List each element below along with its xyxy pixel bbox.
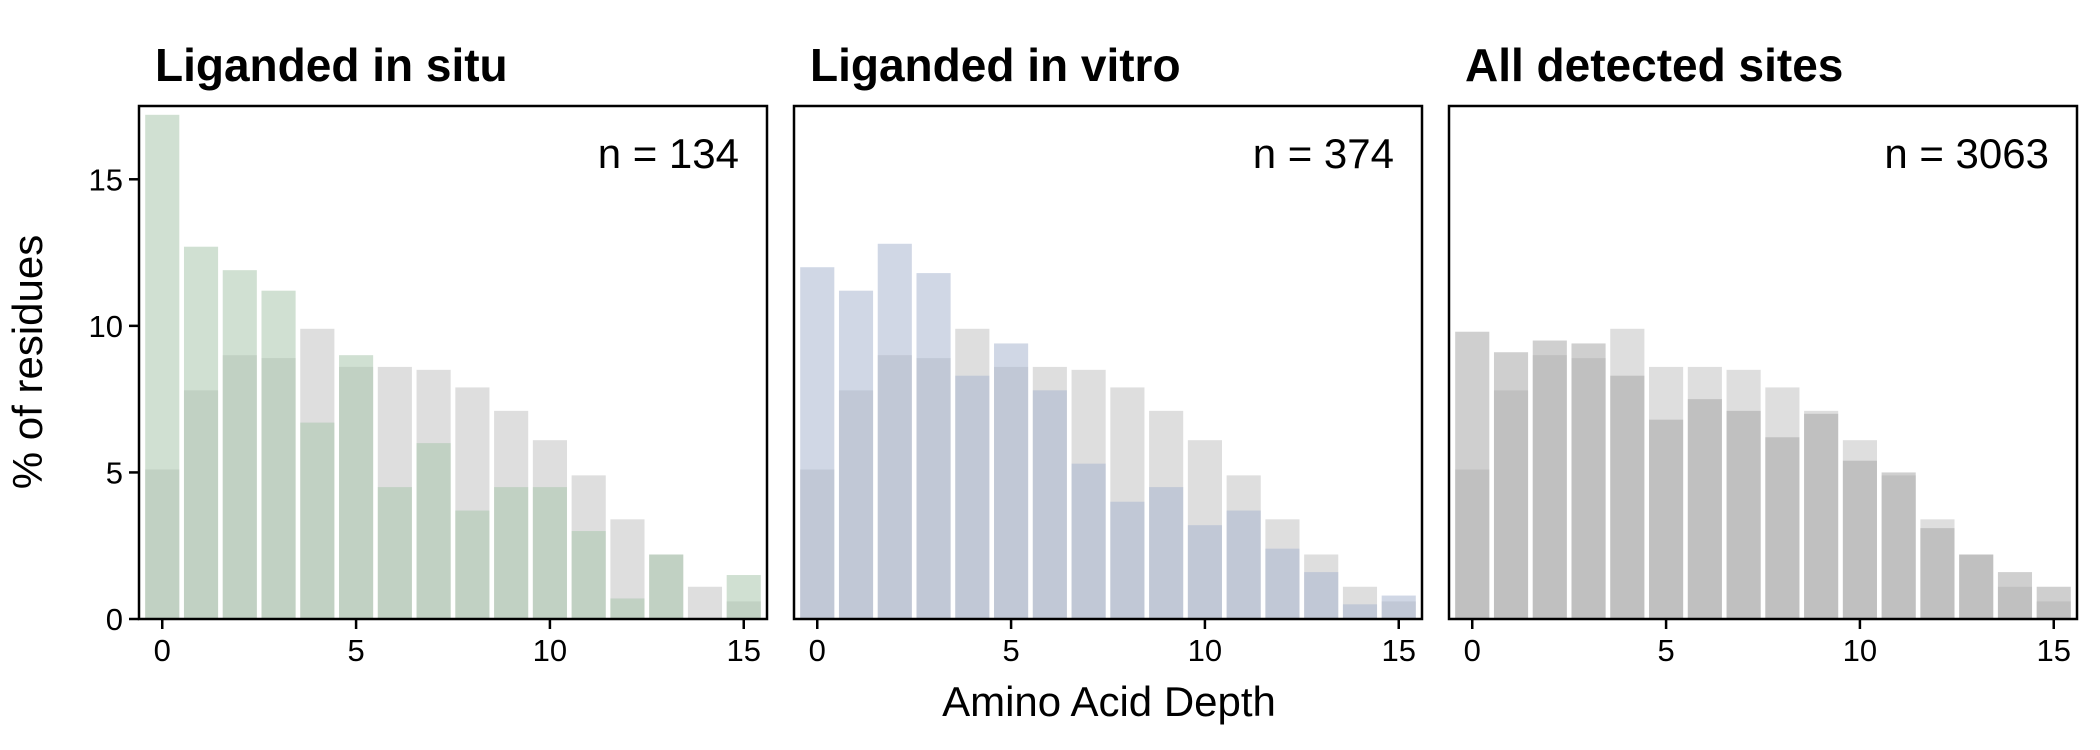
bar-series-2 (1455, 331, 2071, 619)
bar-series-2 (145, 114, 761, 620)
bar (571, 531, 606, 619)
bar (877, 243, 912, 619)
x-tick-label: 15 (2036, 633, 2070, 668)
bar (2036, 586, 2071, 619)
bar (800, 267, 835, 619)
bar (1187, 525, 1222, 619)
bar (916, 273, 951, 619)
bar (1304, 572, 1339, 619)
bar (1997, 572, 2033, 619)
x-tick-label: 15 (1381, 633, 1415, 668)
bar (222, 270, 257, 619)
bar (1149, 487, 1184, 619)
panel-title: All detected sites (1465, 39, 1843, 91)
bar (377, 487, 412, 619)
x-tick-label: 10 (1188, 633, 1222, 668)
y-axis-label: % of residues (4, 235, 51, 489)
bar (1571, 343, 1606, 619)
bar (339, 355, 374, 619)
panel-2: 0 5 10 15 Liganded in vitro n = 374 (792, 39, 1424, 668)
bar (838, 290, 874, 619)
bar-series-2 (800, 243, 1416, 619)
bar (183, 246, 219, 620)
bar (1842, 460, 1877, 619)
bar (300, 422, 335, 619)
bar (1920, 528, 1955, 619)
panels: 0 5 10 15 0 5 10 15 Liganded in situ n = 134 0 5 10 1… (89, 39, 2079, 668)
bar (145, 114, 180, 620)
sample-size-label: n = 3063 (1884, 130, 2049, 177)
y-tick-label: 0 (106, 602, 123, 637)
bar (1532, 340, 1567, 619)
bar (649, 554, 684, 619)
bar (1610, 375, 1645, 619)
x-tick-label: 5 (347, 633, 364, 668)
bar (1032, 390, 1067, 619)
bar (1226, 510, 1261, 619)
sample-size-label: n = 134 (598, 130, 739, 177)
x-tick-label: 10 (1843, 633, 1877, 668)
y-tick-label: 5 (106, 455, 123, 490)
bar (726, 575, 761, 619)
panel-title: Liganded in vitro (810, 39, 1181, 91)
bar (416, 443, 451, 619)
bar (1493, 352, 1529, 619)
x-tick-label: 10 (533, 633, 567, 668)
bar (1804, 413, 1839, 619)
x-tick-label: 0 (1464, 633, 1481, 668)
y-tick-label: 15 (89, 162, 123, 197)
y-tick-label: 10 (89, 309, 123, 344)
x-tick-label: 15 (726, 633, 760, 668)
bar (994, 343, 1029, 619)
bar (1110, 501, 1145, 619)
x-tick-label: 5 (1657, 633, 1674, 668)
bar (1765, 437, 1800, 619)
x-tick-label: 0 (154, 633, 171, 668)
bar (1959, 554, 1994, 619)
plot-frame (792, 104, 1424, 621)
bar (1071, 463, 1106, 619)
bar (494, 487, 529, 619)
bar (1455, 331, 1490, 619)
panel-1: 0 5 10 15 0 5 10 15 Liganded in situ n = 134 (89, 39, 769, 668)
bar (1881, 472, 1916, 619)
bar (1342, 604, 1378, 619)
bar (1381, 595, 1416, 619)
bar (1726, 410, 1761, 619)
panel-title: Liganded in situ (155, 39, 508, 91)
plot-frame (1447, 104, 2079, 621)
x-tick-label: 5 (1002, 633, 1019, 668)
bar (1265, 548, 1300, 619)
x-tick-label: 0 (809, 633, 826, 668)
x-axis-label: Amino Acid Depth (942, 678, 1276, 725)
panel-3: 0 5 10 15 All detected sites n = 3063 (1447, 39, 2079, 668)
plot-frame (137, 104, 769, 621)
bar (687, 586, 723, 619)
bar (532, 487, 567, 619)
bar (261, 290, 296, 619)
bar (1687, 399, 1722, 619)
sample-size-label: n = 374 (1253, 130, 1394, 177)
bar (955, 375, 990, 619)
bar (610, 598, 645, 619)
bar (1649, 419, 1684, 619)
bar (455, 510, 490, 619)
